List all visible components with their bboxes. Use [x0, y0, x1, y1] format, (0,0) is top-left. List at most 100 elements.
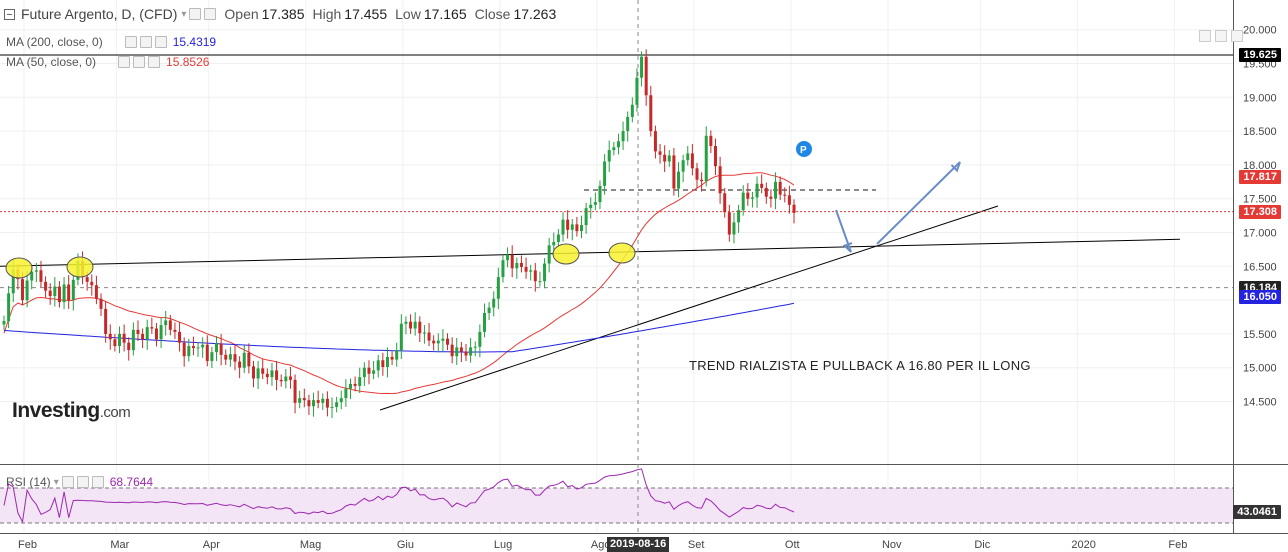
candle-body — [247, 352, 251, 367]
candle-body — [538, 281, 542, 283]
candle-body — [362, 367, 366, 378]
candle-body — [704, 135, 708, 182]
candle-body — [270, 370, 274, 378]
candle-body — [159, 325, 163, 340]
pane-up-icon[interactable] — [1199, 30, 1211, 42]
candle-body — [30, 271, 34, 281]
candle-body — [593, 202, 597, 205]
candle-body — [506, 254, 510, 261]
symbol-title[interactable]: Future Argento, D, (CFD) — [21, 6, 178, 22]
rsi-settings-icon[interactable] — [76, 476, 89, 488]
candle-body — [672, 155, 676, 189]
settings-icon[interactable] — [189, 8, 202, 20]
rsi-label[interactable]: RSI (14) — [6, 475, 51, 489]
candle-body — [141, 333, 145, 340]
ma200-line — [3, 302, 795, 353]
candle-body — [390, 356, 394, 360]
month-tick-label: Giu — [397, 539, 414, 551]
candle-body — [621, 131, 625, 142]
candle-body — [251, 366, 255, 379]
candle-body — [242, 352, 246, 368]
candle-body — [450, 344, 454, 357]
rsi-visibility-icon[interactable] — [61, 476, 74, 488]
open-label: Open — [224, 6, 259, 22]
month-tick-label: Dic — [974, 539, 990, 551]
annotation-text[interactable]: TREND RIALZISTA E PULLBACK A 16.80 PER I… — [689, 358, 1031, 373]
ma50-value: 15.8526 — [166, 55, 210, 69]
pivot-icon-label: P — [800, 145, 807, 156]
candle-body — [164, 320, 168, 326]
candle-body — [769, 196, 773, 199]
low-label: Low — [395, 6, 421, 22]
candle-body — [325, 398, 329, 408]
price-tick-label: 19.000 — [1243, 92, 1277, 104]
candle-body — [764, 187, 768, 197]
candle-body — [524, 266, 528, 272]
pivot-icon — [796, 141, 812, 157]
candle-body — [446, 338, 450, 345]
candle-body — [737, 210, 741, 223]
candle-body — [367, 367, 371, 374]
high-value: 17.455 — [344, 6, 388, 22]
markers: P — [5, 141, 812, 279]
pane-down-icon[interactable] — [1215, 30, 1227, 42]
collapse-icon[interactable] — [4, 8, 15, 20]
ma200-label[interactable]: MA (200, close, 0) — [6, 35, 103, 49]
candle-body — [168, 320, 172, 330]
pane-close-icon[interactable] — [1231, 30, 1243, 42]
candle-body — [275, 370, 279, 380]
candle-body — [501, 260, 505, 278]
candle-body — [718, 166, 722, 194]
price-tick-label: 17.000 — [1243, 228, 1277, 240]
candle-body — [316, 400, 320, 403]
time-axis-labels: Feb Mar Apr Mag Giu Lug Ago Set Ott Nov Dic 2020 Feb — [18, 539, 1187, 551]
candle-body — [293, 379, 297, 403]
candle-body — [409, 321, 413, 329]
candle-body — [44, 281, 48, 291]
ma200-settings-icon[interactable] — [139, 36, 152, 48]
candle-body — [261, 368, 265, 374]
ma50-close-icon[interactable] — [148, 56, 161, 68]
rsi-legend: RSI (14) ▾ 68.7644 — [0, 474, 153, 490]
candle-body — [201, 344, 205, 348]
month-tick-label: Nov — [882, 539, 902, 551]
format-icon[interactable] — [204, 8, 217, 20]
month-tick-label: Mar — [110, 539, 129, 551]
candle-body — [11, 269, 15, 294]
ma200-close-icon[interactable] — [154, 36, 167, 48]
candle-body — [543, 263, 547, 282]
candle-body — [640, 56, 644, 78]
candle-body — [607, 150, 611, 162]
candle-body — [173, 329, 177, 332]
ma50-settings-icon[interactable] — [133, 56, 146, 68]
candle-body — [575, 224, 579, 232]
low-value: 17.165 — [423, 6, 467, 22]
rsi-band — [0, 487, 1233, 524]
candle-body — [256, 368, 260, 379]
candle-body — [432, 340, 436, 344]
ma50-visibility-icon[interactable] — [118, 56, 131, 68]
candle-body — [90, 281, 94, 286]
rsi-dropdown-icon[interactable]: ▾ — [53, 476, 59, 488]
candle-body — [612, 147, 616, 151]
candle-body — [34, 270, 38, 272]
candle-body — [713, 145, 717, 167]
candle-body — [404, 321, 408, 324]
price-tag: 16.050 — [1239, 289, 1281, 304]
pane-controls — [1199, 30, 1243, 42]
chart-header: Future Argento, D, (CFD) ▾ Open 17.385 H… — [0, 0, 556, 28]
crosshair-date: 2019-08-16 — [607, 537, 670, 552]
candle-body — [709, 135, 713, 146]
price-tick-label: 16.500 — [1243, 261, 1277, 273]
candle-body — [20, 279, 24, 301]
rsi-close-icon[interactable] — [91, 476, 104, 488]
ma50-label[interactable]: MA (50, close, 0) — [6, 55, 97, 69]
highlight-marker — [552, 243, 580, 265]
candle-body — [690, 153, 694, 169]
candle-body — [94, 285, 98, 299]
dropdown-icon[interactable]: ▾ — [181, 8, 187, 20]
candle-body — [695, 168, 699, 180]
ma200-visibility-icon[interactable] — [124, 36, 137, 48]
highlight-marker — [66, 256, 94, 278]
